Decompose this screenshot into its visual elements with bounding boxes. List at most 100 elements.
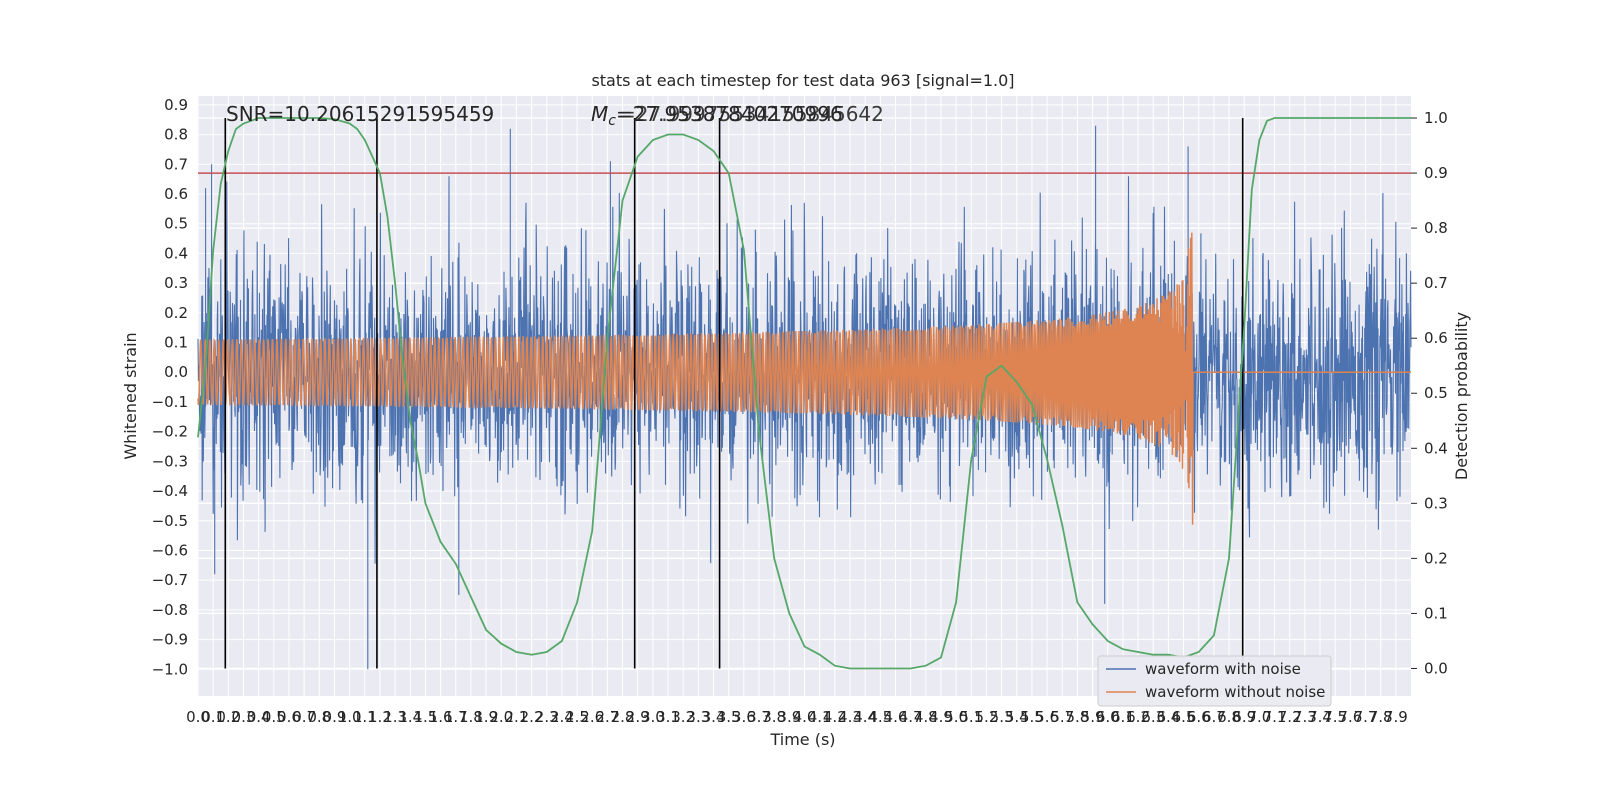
y-right-tick-label: 0.9 [1424, 164, 1448, 182]
y-left-tick-label: 0.7 [164, 155, 188, 173]
x-tick-label: 2.3 [535, 708, 559, 726]
x-tick-label: 3.5 [717, 708, 741, 726]
y-right-tick-label: 0.6 [1424, 329, 1448, 347]
x-tick-label: 1.2 [368, 708, 392, 726]
x-tick-label: 6.3 [1141, 708, 1165, 726]
y-left-tick-label: 0.1 [164, 334, 188, 352]
x-tick-label: 0.0 [186, 708, 210, 726]
y-left-tick-label: −0.2 [152, 423, 188, 441]
y-right-tick-label: 0.7 [1424, 274, 1448, 292]
x-tick-label: 7.2 [1278, 708, 1302, 726]
y-left-tick-label: 0.9 [164, 96, 188, 114]
x-tick-label: 2.7 [595, 708, 619, 726]
x-tick-label: 6.6 [1187, 708, 1211, 726]
snr-annotation: SNR=10.20615291595459 [226, 102, 494, 126]
x-tick-label: 7.7 [1354, 708, 1378, 726]
x-tick-label: 2.0 [489, 708, 513, 726]
x-tick-label: 6.4 [1156, 708, 1180, 726]
y-right-tick-label: 0.0 [1424, 659, 1448, 677]
x-tick-label: 4.1 [808, 708, 832, 726]
x-tick-label: 5.3 [990, 708, 1014, 726]
x-tick-label: 0.1 [201, 708, 225, 726]
y-right-tick-label: 0.2 [1424, 549, 1448, 567]
y-right-tick-label: 0.8 [1424, 219, 1448, 237]
legend: waveform with noise waveform without noi… [1097, 655, 1332, 707]
x-tick-label: 4.7 [899, 708, 923, 726]
y-left-tick-label: 0.6 [164, 185, 188, 203]
x-tick-label: 6.9 [1232, 708, 1256, 726]
x-tick-label: 4.9 [929, 708, 953, 726]
x-tick-label: 5.4 [1005, 708, 1029, 726]
x-tick-label: 6.0 [1096, 708, 1120, 726]
x-tick-label: 3.8 [762, 708, 786, 726]
y-right-tick-label: 0.1 [1424, 604, 1448, 622]
y-right-tick-label: 0.3 [1424, 494, 1448, 512]
x-tick-label: 4.4 [853, 708, 877, 726]
x-tick-label: 0.8 [307, 708, 331, 726]
y-left-tick-label: −0.4 [152, 482, 188, 500]
mc-annotation: Mc=27.95387840270996 [591, 102, 843, 129]
x-tick-label: 1.6 [429, 708, 453, 726]
x-tick-label: 0.7 [292, 708, 316, 726]
x-tick-label: 2.8 [611, 708, 635, 726]
x-tick-label: 5.6 [1035, 708, 1059, 726]
x-tick-label: 5.1 [959, 708, 983, 726]
x-tick-label: 1.9 [474, 708, 498, 726]
x-tick-label: 7.4 [1308, 708, 1332, 726]
x-tick-label: 2.5 [565, 708, 589, 726]
x-tick-label: 3.9 [777, 708, 801, 726]
x-tick-label: 0.6 [277, 708, 301, 726]
x-tick-label: 2.4 [550, 708, 574, 726]
x-tick-label: 3.0 [641, 708, 665, 726]
x-tick-label: 1.4 [398, 708, 422, 726]
y-left-tick-label: −0.6 [152, 541, 188, 559]
y-right-tick-label: 0.5 [1424, 384, 1448, 402]
chart-title: stats at each timestep for test data 963… [591, 71, 1014, 90]
x-tick-label: 4.5 [868, 708, 892, 726]
mc-value: =27.95387840270996 [616, 102, 843, 126]
legend-label-clean: waveform without noise [1145, 683, 1325, 701]
x-tick-label: 6.8 [1217, 708, 1241, 726]
vertical-marker-lines [224, 118, 1244, 669]
x-tick-label: 1.8 [459, 708, 483, 726]
y-left-tick-label: 0.5 [164, 215, 188, 233]
x-tick-label: 4.0 [793, 708, 817, 726]
y-left-tick-label: −0.7 [152, 571, 188, 589]
x-tick-label: 0.5 [262, 708, 286, 726]
x-tick-label: 3.6 [732, 708, 756, 726]
x-axis-ticks: 0.00.10.20.30.40.50.60.70.80.91.01.11.21… [186, 708, 1408, 726]
waveform-without-noise-line [197, 232, 1411, 525]
y-axis-right-ticks: 1.0 0.9 0.8 0.7 0.6 0.5 0.4 0.3 0.2 0.1 0.0 [1411, 109, 1448, 677]
x-tick-label: 4.8 [914, 708, 938, 726]
y-left-tick-label: −0.5 [152, 512, 188, 530]
x-tick-label: 1.1 [353, 708, 377, 726]
x-tick-label: 6.1 [1111, 708, 1135, 726]
y-axis-right-label: Detection probability [1452, 312, 1471, 480]
y-left-tick-label: 0.4 [164, 244, 188, 262]
y-left-tick-label: −0.8 [152, 601, 188, 619]
detection-probability-line [197, 117, 1411, 670]
y-left-tick-label: −0.9 [152, 631, 188, 649]
x-tick-label: 5.0 [944, 708, 968, 726]
x-tick-label: 3.4 [702, 708, 726, 726]
x-tick-label: 1.3 [383, 708, 407, 726]
x-tick-label: 1.0 [338, 708, 362, 726]
x-tick-label: 3.2 [671, 708, 695, 726]
x-tick-label: 4.2 [823, 708, 847, 726]
y-left-tick-label: −0.1 [152, 393, 188, 411]
x-tick-label: 7.3 [1293, 708, 1317, 726]
x-tick-label: 3.3 [686, 708, 710, 726]
x-axis-label: Time (s) [769, 730, 835, 749]
x-tick-label: 0.4 [247, 708, 271, 726]
x-tick-label: 5.8 [1065, 708, 1089, 726]
y-left-tick-label: 0.3 [164, 274, 188, 292]
x-tick-label: 7.9 [1384, 708, 1408, 726]
x-tick-label: 5.7 [1050, 708, 1074, 726]
x-tick-label: 7.1 [1263, 708, 1287, 726]
x-tick-label: 6.5 [1172, 708, 1196, 726]
x-tick-label: 6.2 [1126, 708, 1150, 726]
y-left-tick-label: −1.0 [152, 660, 188, 678]
x-tick-label: 1.5 [414, 708, 438, 726]
